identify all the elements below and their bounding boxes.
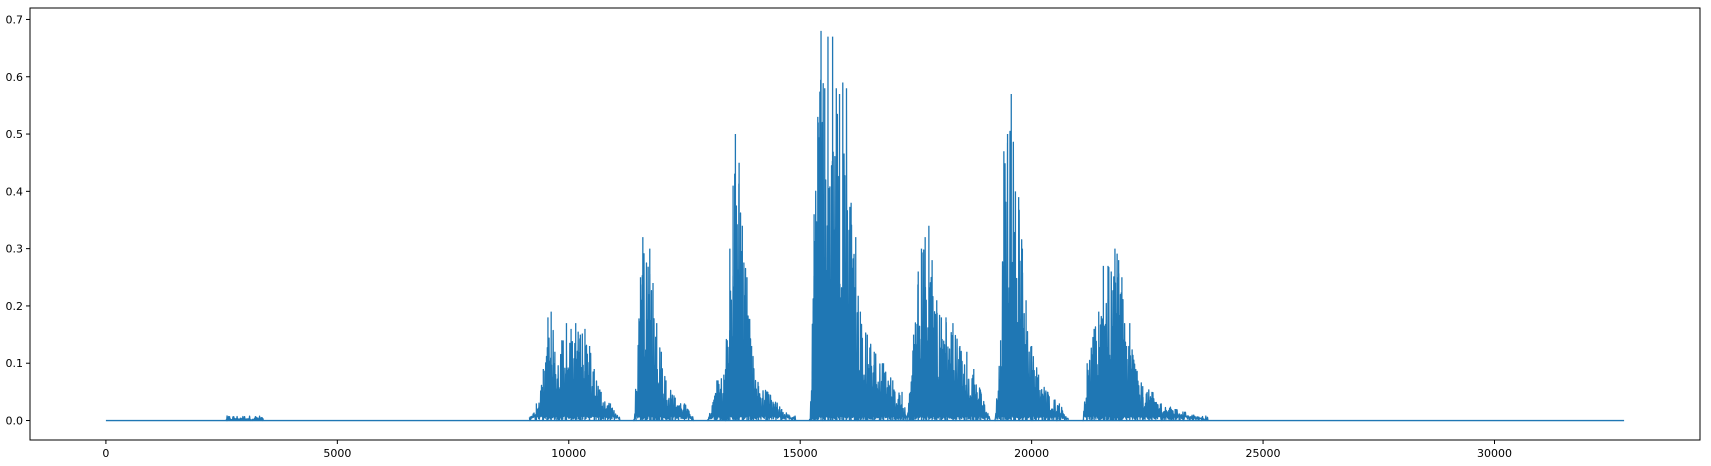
series-burst-3 (632, 237, 695, 422)
series-burst-1 (225, 415, 264, 422)
series-burst-7 (994, 93, 1069, 422)
x-tick-label: 25000 (1246, 447, 1281, 460)
plot-area (105, 30, 1625, 422)
series-burst-8 (1081, 248, 1209, 422)
y-tick-label: 0.1 (6, 357, 24, 370)
series-burst-6 (906, 225, 991, 422)
y-tick-label: 0.0 (6, 415, 24, 428)
series-burst-4 (707, 134, 797, 422)
y-tick-label: 0.7 (6, 13, 24, 26)
y-tick-label: 0.4 (6, 185, 24, 198)
series-burst-2 (528, 311, 621, 422)
axes: 0 5000 10000 15000 20000 25000 30000 0.0 0.1 0.2 0… (6, 7, 1701, 460)
series-burst-5 (808, 30, 907, 422)
x-tick-label: 10000 (551, 447, 586, 460)
x-tick-label: 30000 (1477, 447, 1512, 460)
y-tick-label: 0.3 (6, 243, 24, 256)
y-tick-label: 0.5 (6, 128, 24, 141)
axes-frame (29, 7, 1701, 441)
x-tick-label: 15000 (783, 447, 818, 460)
y-tick-label: 0.6 (6, 71, 24, 84)
y-tick-label: 0.2 (6, 300, 24, 313)
x-tick-label: 5000 (323, 447, 351, 460)
x-tick-label: 20000 (1014, 447, 1049, 460)
x-tick-label: 0 (102, 447, 109, 460)
